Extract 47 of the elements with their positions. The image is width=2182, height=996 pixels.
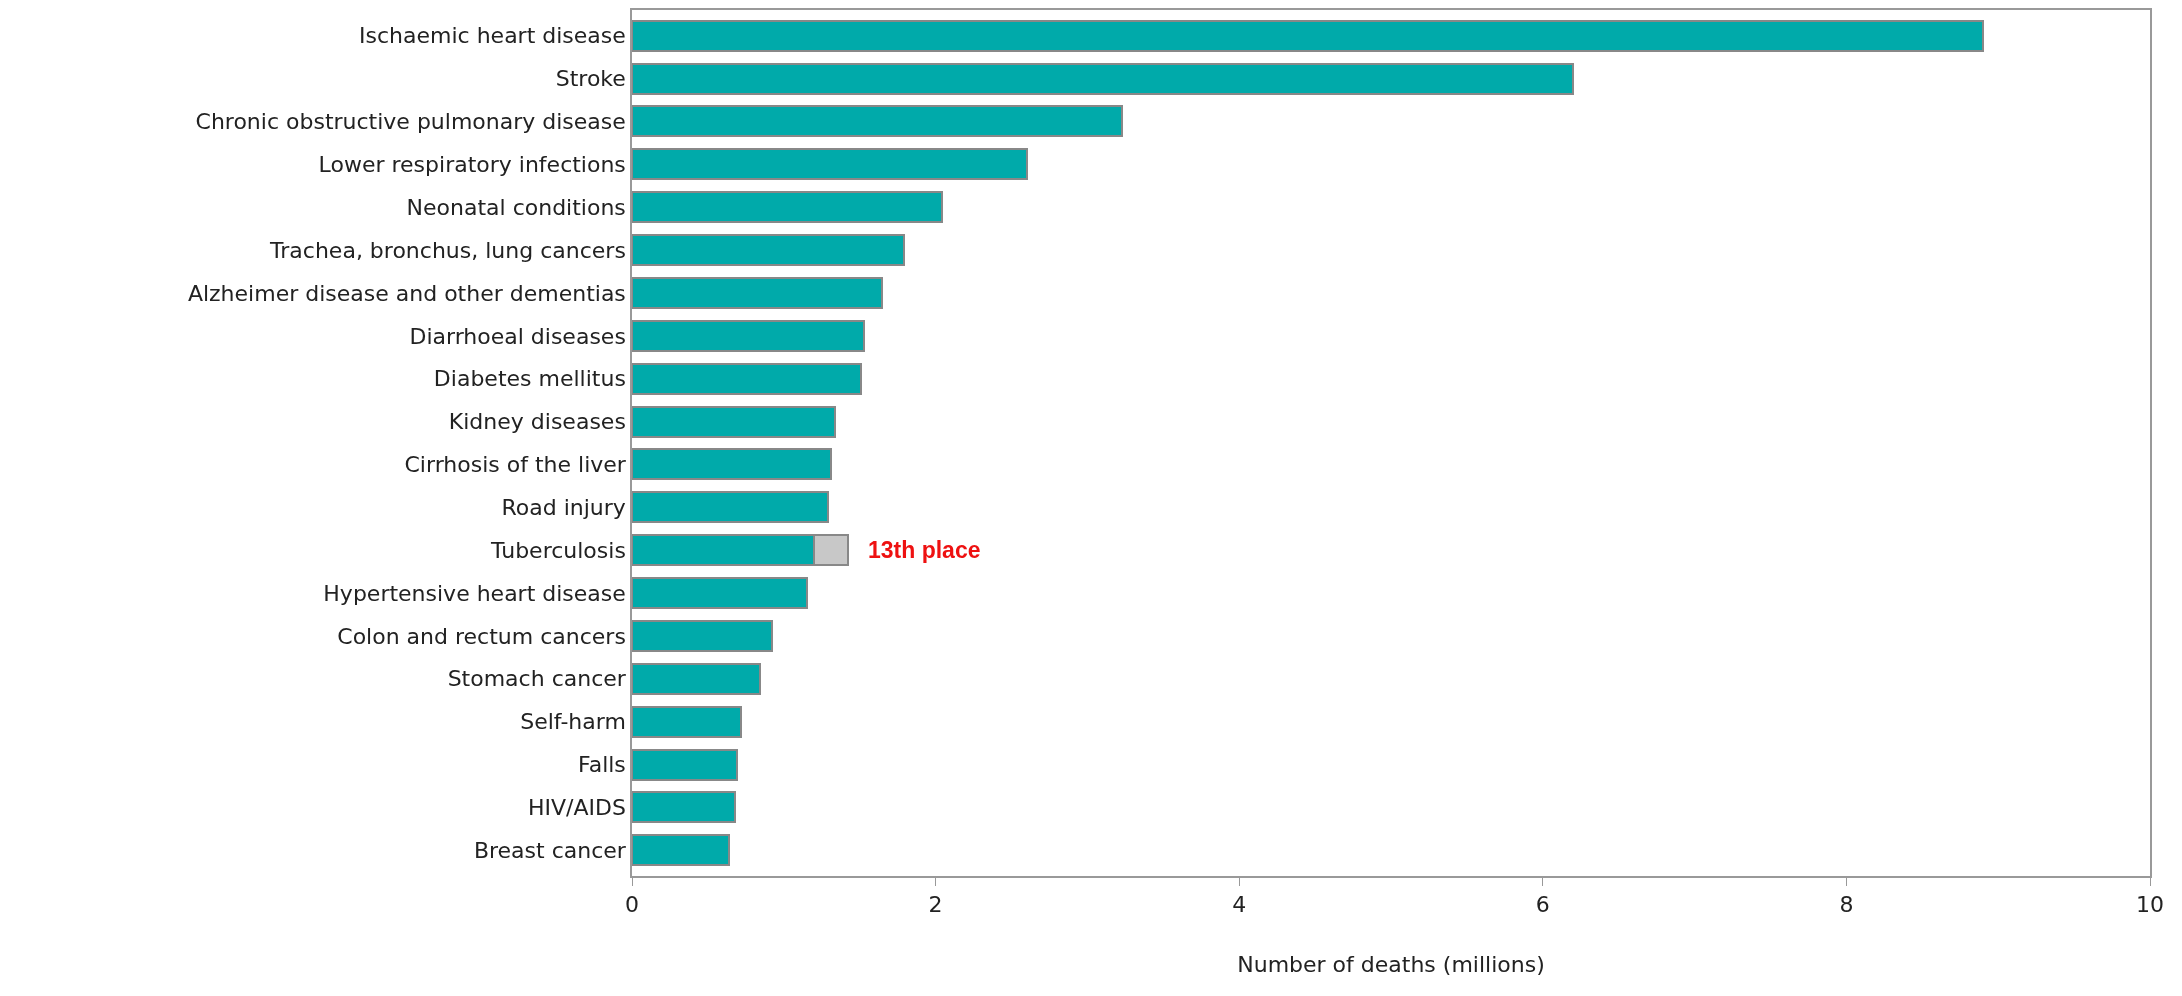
y-tick-label: Tuberculosis	[490, 537, 626, 563]
y-tick-label: Kidney diseases	[448, 409, 626, 435]
annotation: 13th place	[868, 537, 981, 563]
bar	[632, 362, 863, 395]
y-tick-label: Chronic obstructive pulmonary disease	[195, 109, 626, 135]
bar	[632, 577, 808, 610]
bar	[632, 619, 773, 652]
bar	[632, 276, 884, 309]
bar	[632, 405, 837, 438]
bar	[632, 662, 761, 695]
bar	[632, 234, 905, 267]
bar	[632, 791, 737, 824]
bar	[632, 448, 832, 481]
y-tick-label: Stroke	[555, 66, 626, 92]
bar	[632, 491, 829, 524]
y-tick-label: Cirrhosis of the liver	[404, 452, 627, 478]
bar	[632, 834, 731, 867]
bar	[632, 705, 743, 738]
bar	[632, 105, 1124, 138]
y-tick-label: Falls	[578, 752, 626, 778]
y-tick-label: HIV/AIDS	[527, 795, 626, 821]
y-tick-label: Ischaemic heart disease	[359, 23, 626, 49]
x-tick-label: 2	[928, 892, 943, 918]
bar	[632, 319, 866, 352]
x-tick-label: 0	[625, 892, 639, 918]
y-tick-label: Self-harm	[520, 709, 626, 735]
y-tick-label: Lower respiratory infections	[318, 152, 626, 178]
x-tick-label: 4	[1232, 892, 1247, 918]
bar	[632, 148, 1028, 181]
x-tick-label: 10	[2136, 892, 2164, 918]
y-tick-label: Stomach cancer	[447, 666, 627, 692]
y-tick-label: Hypertensive heart disease	[323, 580, 626, 606]
x-tick-label: 6	[1535, 892, 1550, 918]
y-tick-label: Diabetes mellitus	[433, 366, 626, 392]
bar	[632, 191, 943, 224]
bar	[632, 62, 1575, 95]
bar	[632, 748, 738, 781]
y-tick-label: Diarrhoeal diseases	[409, 323, 626, 349]
y-tick-label: Alzheimer disease and other dementias	[187, 280, 626, 306]
y-tick-label: Trachea, bronchus, lung cancers	[269, 237, 626, 263]
x-axis-title: Number of deaths (millions)	[1237, 951, 1545, 977]
y-tick-label: Breast cancer	[473, 837, 627, 863]
y-tick-label: Road injury	[501, 495, 626, 521]
x-tick-label: 8	[1839, 892, 1854, 918]
bar	[632, 19, 1985, 52]
y-tick-label: Colon and rectum cancers	[337, 623, 626, 649]
y-tick-label: Neonatal conditions	[406, 194, 626, 220]
